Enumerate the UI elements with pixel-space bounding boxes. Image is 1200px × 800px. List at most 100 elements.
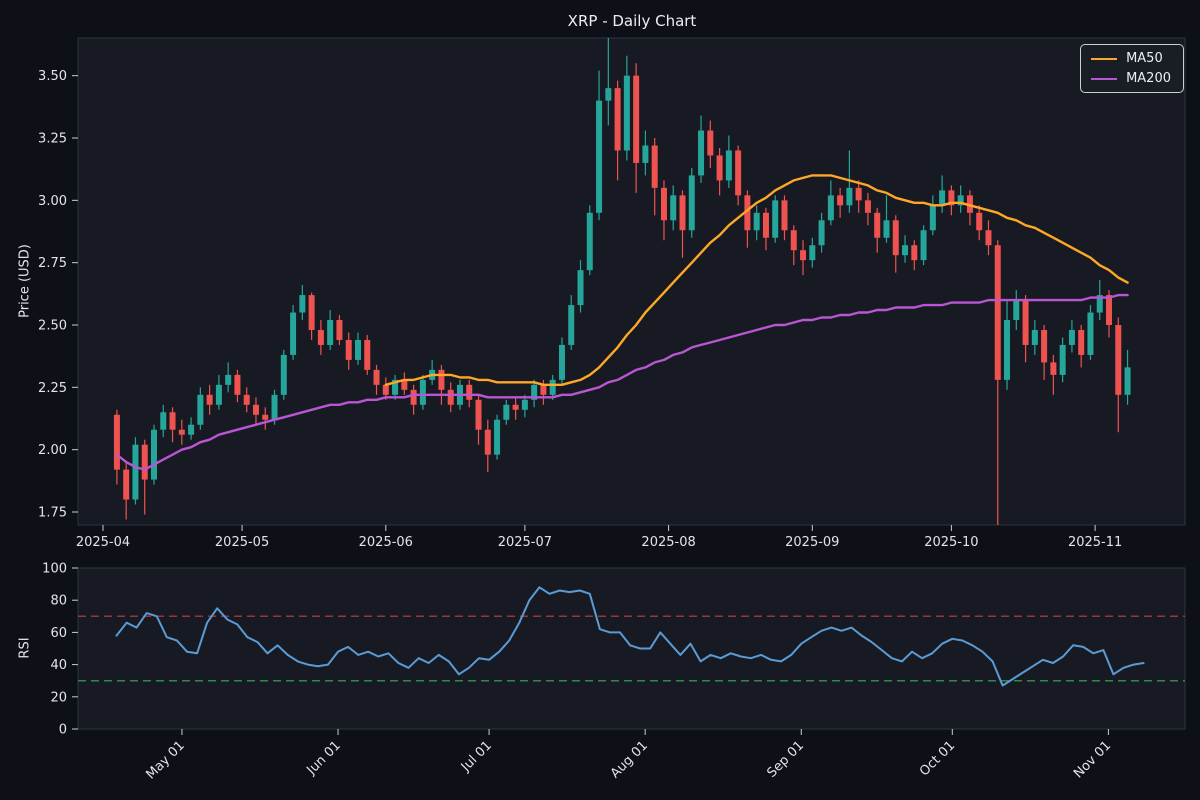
candle-body [698, 130, 705, 176]
candle-body [568, 305, 575, 345]
candle-body [215, 384, 222, 405]
candle-body [531, 384, 538, 400]
candle-body [1124, 367, 1131, 395]
candle-body [438, 369, 445, 390]
candle-body [549, 379, 556, 395]
candle-body [577, 270, 584, 306]
candle-body [846, 187, 853, 206]
candle-body [373, 369, 380, 385]
svg-text:2025-06: 2025-06 [359, 535, 413, 550]
candle-body [1004, 320, 1011, 380]
candle-body [141, 444, 148, 480]
candle-body [132, 444, 139, 500]
candle-body [466, 384, 473, 400]
candle-body [1013, 300, 1020, 321]
candle-body [753, 212, 760, 231]
candle-body [800, 250, 807, 261]
candle-body [521, 399, 528, 410]
candle-body [902, 245, 909, 256]
candle-body [354, 339, 361, 360]
svg-text:3.25: 3.25 [38, 132, 67, 147]
candle-body [586, 212, 593, 271]
svg-text:2025-08: 2025-08 [641, 535, 695, 550]
candle-body [150, 429, 157, 480]
candle-body [1087, 312, 1094, 355]
candle-body [911, 245, 918, 261]
candle-body [781, 200, 788, 231]
candle-body [401, 379, 408, 390]
candle-body [558, 344, 565, 380]
candle-body [503, 404, 510, 420]
candle-body [762, 212, 769, 238]
candle-body [883, 220, 890, 238]
candle-body [623, 75, 630, 151]
candle-body [160, 412, 167, 430]
candle-body [188, 424, 195, 435]
candle-body [169, 412, 176, 430]
candle-body [382, 384, 389, 395]
candle-body [707, 130, 714, 156]
candle-body [410, 389, 417, 405]
candle-body [1068, 329, 1075, 345]
svg-text:40: 40 [50, 658, 67, 673]
candle-body [262, 414, 269, 420]
candle-body [605, 88, 612, 101]
candle-body [651, 145, 658, 188]
candle-body [234, 374, 241, 395]
candle-body [948, 190, 955, 206]
candle-body [345, 339, 352, 360]
candle-body [688, 175, 695, 231]
candle-body [484, 429, 491, 455]
candle-body [123, 469, 130, 500]
svg-text:Jun 01: Jun 01 [304, 738, 344, 778]
candle-body [1031, 329, 1038, 345]
candle-body [225, 374, 232, 385]
candle-body [660, 187, 667, 221]
svg-text:80: 80 [50, 594, 67, 609]
svg-text:60: 60 [50, 626, 67, 641]
candle-body [540, 384, 547, 395]
candle-body [1115, 325, 1122, 395]
svg-text:2.00: 2.00 [38, 443, 67, 458]
svg-text:2025-04: 2025-04 [76, 535, 130, 550]
candle-body [976, 212, 983, 231]
svg-text:2025-07: 2025-07 [498, 535, 552, 550]
svg-text:2.50: 2.50 [38, 319, 67, 334]
candle-body [837, 195, 844, 206]
ma200-line [115, 293, 1129, 471]
price-y-axis: 1.75 2.00 2.25 2.50 2.75 3.00 3.25 3.50 [38, 69, 78, 521]
candle-body [1096, 295, 1103, 313]
candle-body [271, 394, 278, 420]
ma50-legend-label: MA50 [1126, 51, 1163, 66]
svg-text:20: 20 [50, 690, 67, 705]
candle-body [735, 150, 742, 196]
candle-body [327, 320, 334, 345]
candle-body [892, 220, 899, 256]
candle-body [596, 100, 603, 213]
candle-body [855, 187, 862, 201]
svg-text:Oct 01: Oct 01 [917, 738, 958, 779]
candle-body [1022, 300, 1029, 345]
candle-body [772, 200, 779, 238]
candle-body [957, 195, 964, 206]
svg-text:2025-05: 2025-05 [215, 535, 269, 550]
svg-text:1.75: 1.75 [38, 506, 67, 521]
candle-body [827, 195, 834, 221]
candle-body [512, 404, 519, 410]
legend-item-ma200: MA200 [1091, 72, 1171, 85]
price-panel [77, 37, 1186, 526]
ma50-line [384, 174, 1129, 386]
legend-box: MA50 MA200 [1080, 44, 1184, 93]
candle-body [985, 230, 992, 246]
candle-body [299, 295, 306, 313]
svg-text:3.50: 3.50 [38, 69, 67, 84]
rsi-line [115, 586, 1145, 687]
svg-text:2025-10: 2025-10 [924, 535, 978, 550]
candle-body [178, 429, 185, 435]
candle-body [614, 88, 621, 151]
svg-text:0: 0 [59, 723, 67, 738]
candle-body [1078, 329, 1085, 355]
candle-body [447, 389, 454, 405]
